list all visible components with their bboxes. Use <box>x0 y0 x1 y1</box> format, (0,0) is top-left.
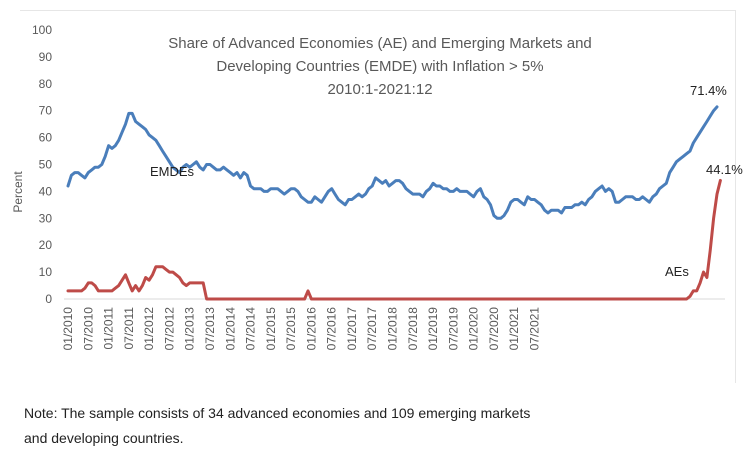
x-tick-label: 01/2014 <box>223 307 237 351</box>
x-tick-label: 01/2018 <box>386 307 400 351</box>
series-group <box>66 105 722 301</box>
y-tick-label: 70 <box>39 104 53 118</box>
x-tick-label: 01/2020 <box>467 307 481 351</box>
y-tick-label: 0 <box>45 292 52 306</box>
chart-title-line-2: Developing Countries (EMDE) with Inflati… <box>216 58 543 75</box>
y-tick-label: 50 <box>39 158 53 172</box>
x-tick-label: 01/2016 <box>304 307 318 351</box>
x-tick-label: 01/2012 <box>142 307 156 351</box>
x-axis: 01/2010 07/2010 01/2011 07/2011 01/2012 07/20… <box>61 307 541 351</box>
y-axis-label: Percent <box>11 171 25 213</box>
x-tick-label: 07/2017 <box>365 307 379 351</box>
x-tick-label: 07/2016 <box>325 307 339 351</box>
series-label-emdes: EMDEs <box>150 164 195 179</box>
x-tick-label: 07/2010 <box>81 307 95 351</box>
x-tick-label: 01/2021 <box>507 307 521 351</box>
y-tick-label: 90 <box>39 50 53 64</box>
x-tick-label: 01/2013 <box>183 307 197 351</box>
y-tick-label: 80 <box>39 77 53 91</box>
y-axis: 0 10 20 30 40 50 60 70 80 90 100 <box>32 23 52 306</box>
y-tick-label: 10 <box>39 265 53 279</box>
line-chart: Share of Advanced Economies (AE) and Eme… <box>11 23 743 351</box>
x-tick-label: 07/2012 <box>162 307 176 351</box>
x-tick-label: 07/2021 <box>527 307 541 351</box>
annotations: EMDEs AEs 71.4% 44.1% <box>150 83 743 279</box>
y-tick-label: 60 <box>39 131 53 145</box>
x-tick-label: 01/2019 <box>426 307 440 351</box>
series-label-aes: AEs <box>665 264 689 279</box>
x-tick-label: 01/2015 <box>264 307 278 351</box>
y-tick-label: 20 <box>39 238 53 252</box>
x-tick-label: 01/2011 <box>102 307 116 350</box>
end-label-aes: 44.1% <box>706 162 743 177</box>
x-tick-label: 07/2011 <box>122 307 136 350</box>
end-label-emdes: 71.4% <box>690 83 727 98</box>
chart-title-line-3: 2010:1-2021:12 <box>327 81 432 98</box>
x-tick-label: 07/2015 <box>284 307 298 351</box>
chart-frame <box>20 10 736 383</box>
x-tick-label: 07/2019 <box>446 307 460 351</box>
note-line-1: Note: The sample consists of 34 advanced… <box>24 405 531 421</box>
y-tick-label: 30 <box>39 211 53 225</box>
x-tick-label: 07/2013 <box>203 307 217 351</box>
x-tick-label: 01/2017 <box>345 307 359 351</box>
x-tick-label: 01/2010 <box>61 307 75 351</box>
x-tick-label: 07/2020 <box>487 307 501 351</box>
note-line-2: and developing countries. <box>24 430 184 446</box>
x-tick-label: 07/2018 <box>406 307 420 351</box>
chart-title-line-1: Share of Advanced Economies (AE) and Eme… <box>168 35 592 52</box>
x-tick-label: 07/2014 <box>244 307 258 351</box>
series-line-emdes <box>66 105 719 220</box>
y-tick-label: 100 <box>32 23 52 37</box>
chart-title: Share of Advanced Economies (AE) and Eme… <box>168 35 592 98</box>
series-line-aes <box>66 178 722 301</box>
y-tick-label: 40 <box>39 184 53 198</box>
